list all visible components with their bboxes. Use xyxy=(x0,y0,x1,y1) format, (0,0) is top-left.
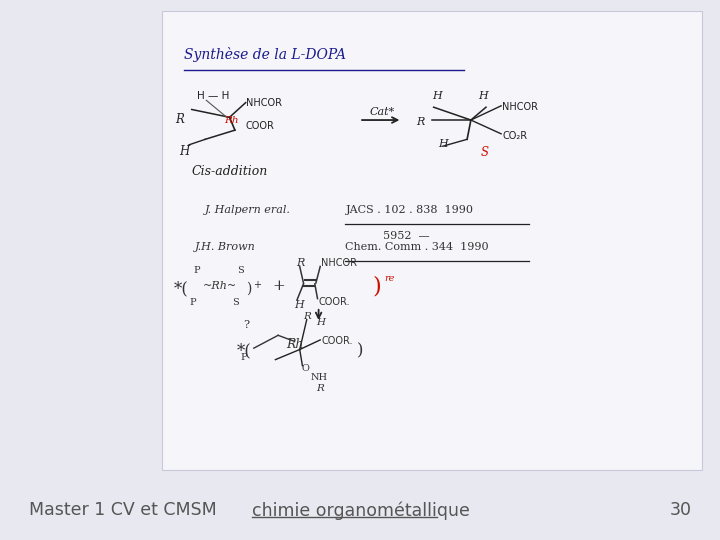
Text: 5952  —: 5952 — xyxy=(383,231,430,241)
Text: O: O xyxy=(301,364,309,373)
Text: R: R xyxy=(416,117,424,127)
Text: Cis-addition: Cis-addition xyxy=(192,165,268,178)
Text: ): ) xyxy=(373,275,382,297)
Text: H — H: H — H xyxy=(197,91,230,101)
Text: re: re xyxy=(384,274,395,283)
Text: H: H xyxy=(316,319,325,327)
Text: H: H xyxy=(478,91,487,101)
Text: H: H xyxy=(179,145,189,158)
Text: Master 1 CV et CMSM: Master 1 CV et CMSM xyxy=(29,501,217,519)
Text: S: S xyxy=(238,266,244,275)
Text: COOR.: COOR. xyxy=(319,297,350,307)
Text: COOR: COOR xyxy=(246,122,274,131)
Text: NHCOR: NHCOR xyxy=(321,258,357,268)
Text: JACS . 102 . 838  1990: JACS . 102 . 838 1990 xyxy=(346,205,474,215)
Text: ?: ? xyxy=(243,320,249,330)
Text: H: H xyxy=(294,300,304,309)
Text: H: H xyxy=(438,139,449,149)
Bar xyxy=(162,11,702,470)
Text: ~Rh~: ~Rh~ xyxy=(202,281,237,291)
Text: R: R xyxy=(176,113,184,126)
Text: H: H xyxy=(432,91,442,101)
Text: Rh: Rh xyxy=(224,117,238,125)
Text: S: S xyxy=(481,146,489,159)
Text: P: P xyxy=(189,298,196,307)
Text: J. Halpern eral.: J. Halpern eral. xyxy=(205,205,291,215)
Text: +: + xyxy=(273,279,285,293)
Text: CO₂R: CO₂R xyxy=(503,131,527,140)
Text: NHCOR: NHCOR xyxy=(503,102,539,112)
Text: *(: *( xyxy=(236,342,251,359)
Text: 30: 30 xyxy=(669,501,691,519)
Text: chimie organométallique: chimie organométallique xyxy=(252,501,470,519)
Text: P: P xyxy=(193,266,200,275)
Text: R: R xyxy=(316,384,324,393)
Text: ): ) xyxy=(356,342,363,359)
Text: Rh: Rh xyxy=(287,338,304,351)
Text: Synthèse de la L-DOPA: Synthèse de la L-DOPA xyxy=(184,47,346,62)
Text: Cat*: Cat* xyxy=(370,107,395,117)
Text: R: R xyxy=(304,312,311,321)
Text: R: R xyxy=(296,258,305,268)
Text: )$^+$: )$^+$ xyxy=(246,279,262,298)
Text: P: P xyxy=(240,353,247,362)
Text: S: S xyxy=(232,298,239,307)
Text: *(: *( xyxy=(174,280,189,297)
Text: NH: NH xyxy=(310,374,328,382)
Text: J.H. Brown: J.H. Brown xyxy=(194,242,255,252)
Text: Chem. Comm . 344  1990: Chem. Comm . 344 1990 xyxy=(344,242,488,252)
Text: NHCOR: NHCOR xyxy=(246,98,282,107)
Text: COOR.: COOR. xyxy=(321,336,353,346)
